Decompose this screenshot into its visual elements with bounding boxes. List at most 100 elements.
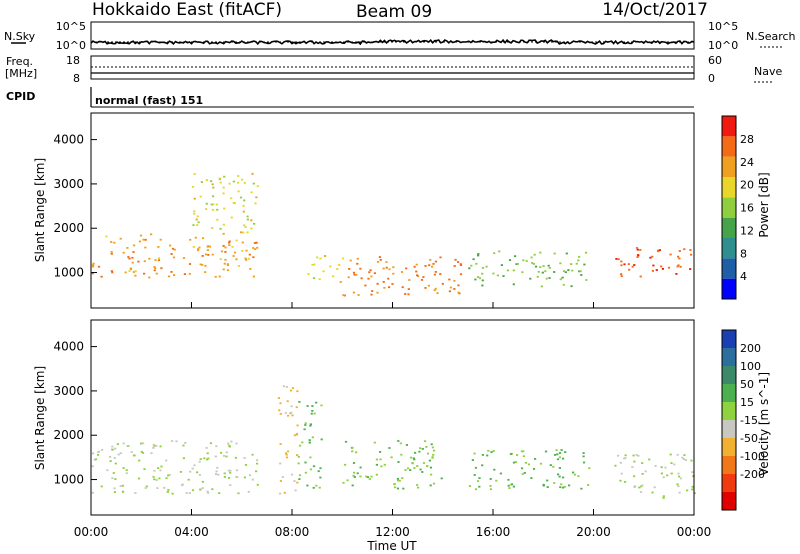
heatmap-cell — [278, 409, 281, 412]
heatmap-cell — [639, 249, 642, 251]
heatmap-cell — [498, 250, 501, 253]
heatmap-cell — [375, 463, 378, 466]
heatmap-cell — [676, 265, 679, 268]
heatmap-cell — [418, 450, 421, 453]
heatmap-cell — [558, 456, 561, 459]
heatmap-cell — [296, 454, 299, 456]
heatmap-cell — [290, 389, 293, 392]
heatmap-cell — [243, 476, 246, 479]
heatmap-cell — [567, 269, 570, 271]
heatmap-cell — [318, 278, 321, 281]
power-colorbar: 4 8 12 16 20 24 28 — [721, 115, 754, 300]
nsky-label: N.Sky — [4, 30, 36, 43]
heatmap-cell — [338, 264, 341, 266]
heatmap-cell — [624, 457, 627, 459]
noise-tick-bottom-right: 10^0 — [708, 39, 738, 52]
heatmap-cell — [359, 475, 362, 478]
heatmap-cell — [228, 444, 231, 447]
heatmap-cell — [250, 219, 253, 222]
heatmap-cell — [369, 269, 372, 272]
nave-label: Nave — [754, 65, 782, 78]
heatmap-cell — [539, 462, 543, 465]
heatmap-cell — [439, 256, 442, 259]
heatmap-cell — [678, 475, 681, 478]
heatmap-cell — [683, 248, 686, 251]
heatmap-cell — [193, 212, 196, 215]
heatmap-cell — [237, 492, 240, 495]
heatmap-cell — [143, 260, 146, 263]
heatmap-cell — [588, 467, 591, 470]
heatmap-cell — [256, 483, 259, 486]
heatmap-cell — [232, 180, 235, 183]
heatmap-cell — [201, 480, 204, 483]
heatmap-cell — [430, 473, 433, 476]
heatmap-cell — [184, 442, 187, 444]
heatmap-cell — [312, 486, 315, 489]
heatmap-cell — [199, 263, 202, 266]
heatmap-cell — [683, 454, 686, 456]
heatmap-cell — [562, 476, 565, 479]
heatmap-cell — [537, 270, 540, 273]
heatmap-cell — [351, 450, 354, 453]
heatmap-cell — [110, 251, 113, 253]
heatmap-cell — [489, 485, 492, 487]
heatmap-cell — [562, 486, 565, 489]
heatmap-cell — [170, 253, 173, 255]
heatmap-cell — [470, 264, 473, 267]
heatmap-cell — [206, 458, 209, 461]
heatmap-cell — [577, 259, 580, 262]
heatmap-cell — [619, 461, 622, 464]
heatmap-cell — [237, 190, 240, 193]
heatmap-cell — [481, 464, 484, 467]
heatmap-cell — [296, 424, 299, 427]
heatmap-cell — [222, 245, 225, 247]
heatmap-cell — [548, 267, 551, 269]
heatmap-cell — [142, 238, 145, 241]
heatmap-cell — [113, 491, 116, 493]
heatmap-cell — [390, 456, 393, 459]
nsearch-label: N.Search — [746, 30, 796, 43]
heatmap-cell — [195, 218, 198, 221]
heatmap-cell — [193, 173, 196, 175]
heatmap-cell — [520, 450, 523, 453]
heatmap-cell — [662, 495, 665, 498]
heatmap-cell — [251, 172, 254, 175]
heatmap-cell — [254, 248, 257, 251]
heatmap-cell — [530, 477, 533, 479]
heatmap-cell — [179, 471, 182, 473]
heatmap-cell — [137, 260, 140, 263]
heatmap-cell — [571, 269, 574, 272]
heatmap-cell — [228, 182, 231, 185]
heatmap-cell — [153, 445, 156, 447]
heatmap-cell — [552, 465, 555, 468]
heatmap-cell — [434, 287, 437, 290]
heatmap-cell — [421, 448, 424, 450]
heatmap-cell — [168, 474, 171, 476]
heatmap-cell — [197, 249, 200, 252]
heatmap-cell — [247, 490, 250, 493]
heatmap-cell — [478, 485, 481, 488]
heatmap-cell — [368, 478, 371, 480]
heatmap-cell — [128, 270, 131, 272]
heatmap-cell — [564, 451, 567, 453]
heatmap-cell — [448, 278, 451, 281]
heatmap-cell — [344, 440, 348, 443]
heatmap-cell — [359, 267, 362, 270]
heatmap-cell — [661, 268, 664, 270]
heatmap-cell — [306, 405, 309, 407]
heatmap-cell — [131, 256, 134, 259]
heatmap-cell — [689, 249, 692, 251]
heatmap-cell — [620, 273, 623, 275]
heatmap-cell — [245, 259, 248, 261]
colorbar-swatch — [722, 197, 736, 218]
heatmap-cell — [255, 196, 258, 199]
heatmap-cell — [285, 453, 288, 456]
heatmap-cell — [237, 181, 240, 184]
heatmap-cell — [407, 288, 410, 290]
heatmap-cell — [347, 276, 350, 279]
heatmap-cell — [396, 477, 399, 480]
heatmap-cell — [619, 479, 622, 482]
heatmap-cell — [196, 224, 199, 226]
heatmap-cell — [652, 264, 655, 267]
heatmap-cell — [339, 281, 342, 283]
